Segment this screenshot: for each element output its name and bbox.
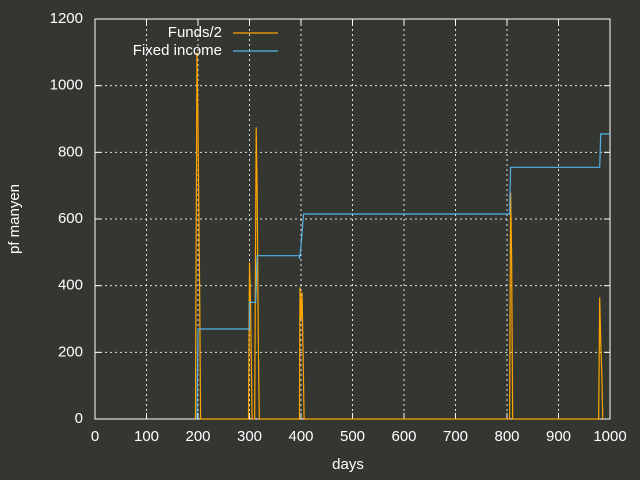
y-tick-label: 800: [58, 143, 83, 160]
y-tick-label: 200: [58, 343, 83, 360]
y-tick-label: 1200: [50, 10, 83, 27]
y-tick-label: 600: [58, 210, 83, 227]
x-tick-label: 300: [237, 428, 262, 445]
x-tick-label: 800: [494, 428, 519, 445]
legend-label: Funds/2: [168, 24, 222, 41]
series-line: [196, 133, 610, 420]
x-tick-label: 0: [91, 428, 99, 445]
y-tick-label: 1000: [50, 77, 83, 94]
x-tick-label: 600: [391, 428, 416, 445]
x-tick-label: 500: [340, 428, 365, 445]
series-line: [194, 52, 604, 420]
x-tick-label: 400: [288, 428, 313, 445]
x-tick-label: 200: [185, 428, 210, 445]
x-tick-label: 900: [546, 428, 571, 445]
x-tick-label: 100: [134, 428, 159, 445]
x-axis-label: days: [332, 456, 364, 473]
x-tick-label: 700: [443, 428, 468, 445]
y-tick-label: 400: [58, 277, 83, 294]
y-tick-label: 0: [75, 410, 83, 427]
x-tick-label: 1000: [593, 428, 626, 445]
y-axis-label: pf manyen: [6, 184, 23, 254]
legend-label: Fixed income: [133, 42, 222, 59]
